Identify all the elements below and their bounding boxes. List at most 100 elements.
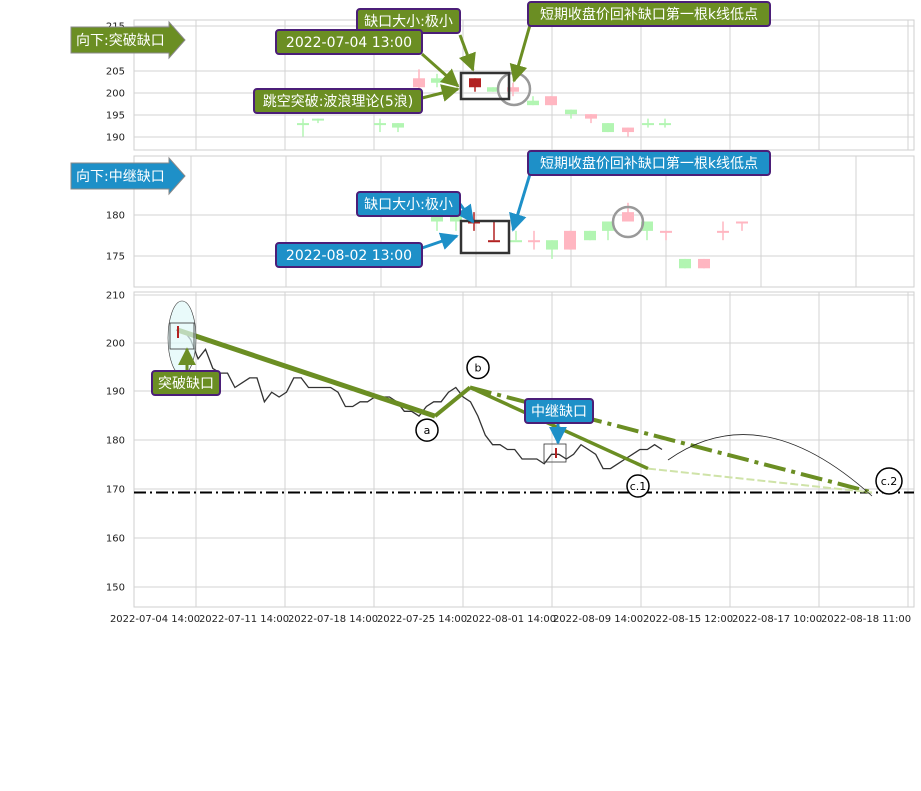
price-line bbox=[176, 329, 663, 470]
candle-body bbox=[641, 221, 653, 231]
y-tick-label: 160 bbox=[106, 534, 125, 545]
candle-body bbox=[679, 258, 691, 269]
callout-runaway-gap-text: 中继缺口 bbox=[531, 404, 587, 420]
annotation-layer: abc.1 c.2向下:突破缺口向下:中继缺口缺口大小:极小2022-07-04 … bbox=[70, 1, 903, 498]
pivot-c2-label: c.2 bbox=[881, 475, 898, 488]
projection-dashed bbox=[647, 467, 873, 494]
breakaway-gap-ellipse bbox=[167, 300, 197, 376]
candle-body bbox=[602, 221, 614, 231]
pivot-a-circle bbox=[415, 418, 439, 442]
y-tick-label: 170 bbox=[106, 485, 125, 496]
candle-body bbox=[622, 212, 634, 222]
callout-gap-size-1-text: 缺口大小:极小 bbox=[364, 14, 453, 30]
candle-body bbox=[602, 123, 614, 133]
x-tick-label: 2022-08-15 12:00 bbox=[643, 614, 733, 625]
candle-body bbox=[487, 87, 499, 92]
pivot-c1-circle bbox=[626, 474, 650, 498]
trend-line-down bbox=[177, 327, 436, 419]
candle-body bbox=[507, 87, 519, 92]
trend-line-up bbox=[433, 385, 472, 418]
callout-wave-1-text: 跳空突破:波浪理论(5浪) bbox=[263, 94, 414, 110]
y-tick-label: 190 bbox=[106, 133, 125, 144]
callout-fill-1-text: 短期收盘价回补缺口第一根k线低点 bbox=[540, 6, 758, 23]
pivot-c2-circle bbox=[875, 467, 903, 495]
candle-body bbox=[469, 78, 481, 88]
candle-body bbox=[413, 78, 425, 88]
callout-breakaway-gap-text: 突破缺口 bbox=[158, 376, 214, 392]
candle-body bbox=[297, 123, 309, 126]
candle-body bbox=[564, 230, 576, 250]
arrow-gap-size-2 bbox=[456, 203, 475, 224]
y-tick-label: 200 bbox=[106, 339, 125, 350]
candle-body bbox=[659, 123, 671, 126]
callout-wave-1-box bbox=[253, 88, 423, 114]
candle-body bbox=[312, 118, 324, 121]
pivot-a-label: a bbox=[424, 424, 431, 437]
tick-layer: 2152052001951901801752102001901801701601… bbox=[106, 22, 911, 626]
arrow-wave-1 bbox=[421, 84, 460, 102]
y-tick-label: 180 bbox=[106, 211, 125, 222]
arrow-fill-2 bbox=[509, 173, 532, 232]
section-arrow-runaway-text: 向下:中继缺口 bbox=[76, 169, 165, 185]
x-tick-label: 2022-07-25 14:00 bbox=[377, 614, 467, 625]
y-tick-label: 205 bbox=[106, 67, 125, 78]
section-arrow-breakaway-text: 向下:突破缺口 bbox=[76, 33, 165, 49]
candle-body bbox=[374, 123, 386, 126]
pivot-c1-label: c.1 bbox=[630, 480, 647, 493]
callout-date-1-text: 2022-07-04 13:00 bbox=[286, 35, 412, 51]
grid-layer bbox=[133, 19, 915, 608]
x-tick-label: 2022-07-04 14:00 bbox=[110, 614, 200, 625]
candle-body bbox=[510, 240, 522, 243]
marks-layer bbox=[134, 69, 914, 497]
callout-breakaway-gap-box bbox=[151, 370, 221, 396]
panel-3-frame bbox=[133, 291, 915, 608]
candle-body bbox=[546, 240, 558, 250]
arrow-fill-1 bbox=[509, 24, 532, 83]
y-tick-label: 195 bbox=[106, 111, 125, 122]
callout-date-1-box bbox=[275, 29, 423, 55]
candle-body bbox=[431, 78, 443, 83]
callout-gap-size-2-box bbox=[356, 191, 461, 217]
candle-body bbox=[527, 100, 539, 106]
candle-body bbox=[717, 230, 729, 233]
arrow-gap-size-1 bbox=[458, 34, 476, 72]
candle-body bbox=[642, 123, 654, 126]
x-tick-label: 2022-07-11 14:00 bbox=[199, 614, 289, 625]
callout-fill-2-box bbox=[527, 150, 771, 176]
panel-2-frame bbox=[133, 155, 915, 288]
gap-box-2 bbox=[459, 219, 511, 255]
x-tick-label: 2022-08-17 10:00 bbox=[732, 614, 822, 625]
y-tick-label: 190 bbox=[106, 387, 125, 398]
candle-body bbox=[622, 127, 634, 133]
candle-body bbox=[488, 240, 500, 243]
section-arrow-runaway-shape bbox=[70, 156, 186, 196]
candle-body bbox=[565, 109, 577, 115]
y-tick-label: 150 bbox=[106, 583, 125, 594]
x-tick-label: 2022-07-18 14:00 bbox=[288, 614, 378, 625]
candle-body bbox=[660, 230, 672, 233]
projection-arc bbox=[667, 434, 873, 497]
y-tick-label: 180 bbox=[106, 436, 125, 447]
x-tick-label: 2022-08-18 11:00 bbox=[821, 614, 911, 625]
candle-body bbox=[584, 230, 596, 241]
candle-body bbox=[585, 114, 597, 119]
y-tick-label: 175 bbox=[106, 252, 125, 263]
candle-body bbox=[698, 258, 710, 269]
candle-body bbox=[392, 123, 404, 128]
callout-fill-2-text: 短期收盘价回补缺口第一根k线低点 bbox=[540, 155, 758, 172]
callout-date-2-text: 2022-08-02 13:00 bbox=[286, 248, 412, 264]
x-tick-label: 2022-08-09 14:00 bbox=[553, 614, 643, 625]
gap-box-1 bbox=[459, 71, 511, 101]
arrow-date-2 bbox=[421, 232, 459, 250]
candle-body bbox=[545, 96, 557, 106]
callout-gap-size-2-text: 缺口大小:极小 bbox=[364, 197, 453, 213]
callout-date-2-box bbox=[275, 242, 423, 268]
arrow-date-1 bbox=[421, 52, 460, 88]
pivot-b-label: b bbox=[475, 361, 482, 374]
x-tick-label: 2022-08-01 14:00 bbox=[466, 614, 556, 625]
panel-1-frame bbox=[133, 19, 915, 151]
y-tick-label: 200 bbox=[106, 89, 125, 100]
candle-body bbox=[528, 240, 540, 243]
